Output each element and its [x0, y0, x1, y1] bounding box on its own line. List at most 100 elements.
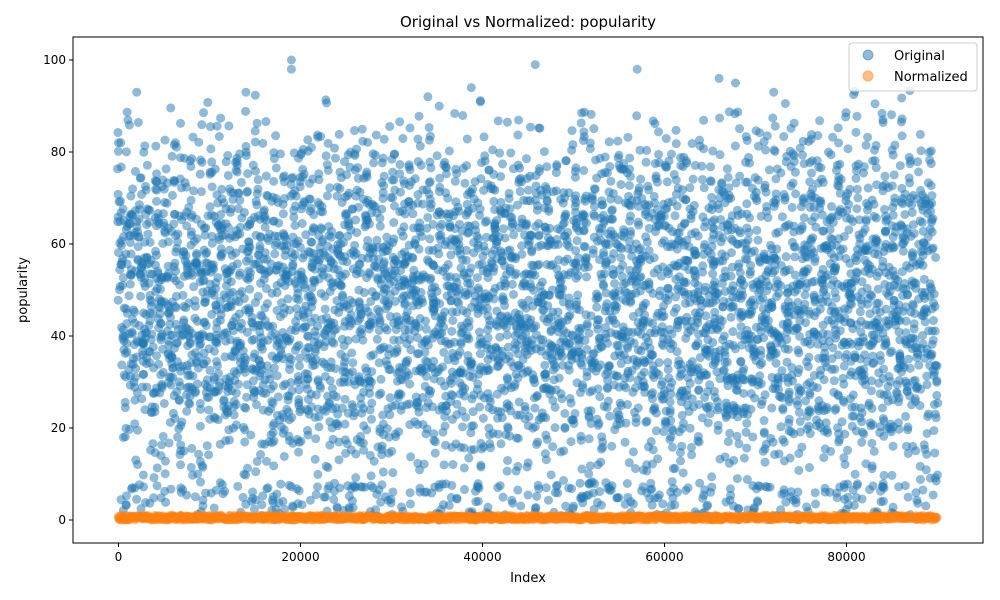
original-point	[435, 299, 445, 309]
original-point	[460, 383, 470, 393]
original-point	[797, 221, 807, 231]
original-point	[831, 293, 841, 303]
original-point	[810, 253, 820, 263]
original-point	[582, 319, 592, 329]
original-point	[444, 500, 454, 510]
original-point	[148, 342, 158, 352]
original-point	[286, 179, 296, 189]
original-point	[223, 170, 233, 180]
original-point	[839, 453, 849, 463]
original-point	[167, 190, 177, 200]
original-point	[139, 482, 149, 492]
original-point	[136, 173, 146, 183]
original-point	[330, 153, 340, 163]
original-point	[258, 138, 268, 148]
original-point	[672, 347, 682, 357]
original-point	[136, 291, 146, 301]
original-point	[202, 375, 212, 385]
original-point	[804, 352, 814, 362]
original-point	[137, 394, 147, 404]
original-point	[352, 144, 362, 154]
original-point	[458, 111, 468, 121]
original-point	[142, 204, 152, 214]
original-point	[607, 205, 617, 215]
original-point	[293, 499, 303, 509]
original-point	[794, 449, 804, 459]
original-point	[540, 369, 550, 379]
original-point	[261, 456, 271, 466]
original-point	[759, 416, 769, 426]
original-point	[467, 359, 477, 369]
original-point	[165, 319, 175, 329]
original-point	[408, 253, 418, 263]
original-point	[202, 248, 212, 258]
original-point	[131, 455, 141, 465]
original-point	[209, 346, 219, 356]
original-point	[550, 423, 560, 433]
original-point	[859, 364, 869, 374]
original-point	[818, 177, 828, 187]
original-point	[514, 115, 524, 125]
original-point	[165, 312, 175, 322]
original-point	[168, 363, 178, 373]
original-point	[348, 358, 358, 368]
original-point	[608, 315, 618, 325]
original-point	[209, 264, 219, 274]
original-point	[878, 482, 888, 492]
original-point	[131, 364, 141, 374]
original-point	[832, 160, 842, 170]
original-point	[578, 209, 588, 219]
original-point	[559, 475, 569, 485]
original-point	[174, 377, 184, 387]
original-point	[371, 291, 381, 301]
original-point	[870, 145, 880, 155]
original-point	[366, 471, 376, 481]
original-point	[490, 223, 500, 233]
original-point	[426, 273, 436, 283]
original-point	[520, 401, 530, 411]
original-point	[576, 435, 586, 445]
original-point	[145, 237, 155, 247]
original-point	[501, 430, 511, 440]
original-point	[715, 150, 725, 160]
original-point	[352, 228, 362, 238]
original-point	[496, 439, 506, 449]
original-point	[362, 170, 372, 180]
original-point	[607, 214, 617, 224]
original-point	[130, 372, 140, 382]
original-point	[888, 150, 898, 160]
original-point	[536, 292, 546, 302]
original-point	[216, 244, 226, 254]
original-point	[172, 243, 182, 253]
original-point	[244, 266, 254, 276]
original-point	[347, 348, 357, 358]
original-point	[299, 169, 309, 179]
original-point	[294, 486, 304, 496]
original-point	[753, 496, 763, 506]
original-point	[584, 328, 594, 338]
original-point	[389, 234, 399, 244]
original-point	[225, 289, 235, 299]
original-point	[142, 160, 152, 170]
original-point	[379, 257, 389, 267]
original-point	[513, 433, 523, 443]
original-point	[897, 131, 907, 141]
original-point	[734, 439, 744, 449]
original-point	[651, 408, 661, 418]
original-point	[870, 156, 880, 166]
original-point	[513, 485, 523, 495]
original-point	[628, 447, 638, 457]
original-point	[534, 242, 544, 252]
original-point	[526, 270, 536, 280]
original-point	[244, 242, 254, 252]
original-point	[166, 103, 176, 113]
original-point	[483, 388, 493, 398]
original-point	[742, 223, 752, 233]
original-point	[851, 127, 861, 137]
original-point	[473, 482, 483, 492]
original-point	[553, 488, 563, 498]
original-point	[258, 491, 268, 501]
original-point	[539, 147, 549, 157]
original-point	[658, 499, 668, 509]
original-point	[115, 196, 125, 206]
